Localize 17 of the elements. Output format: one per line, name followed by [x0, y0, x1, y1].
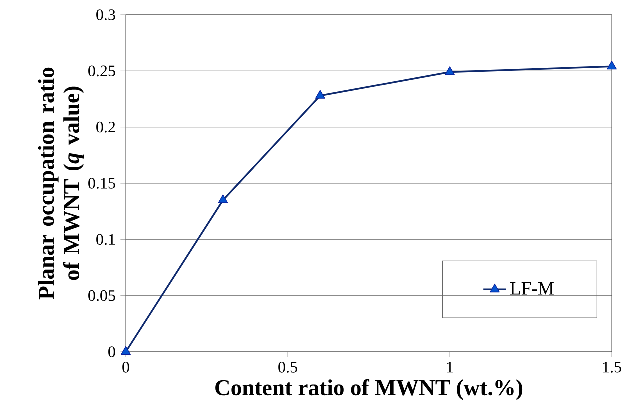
y-tick-label: 0.15 [88, 178, 116, 189]
y-tick-label: 0.1 [96, 234, 116, 246]
y-tick-label: 0.25 [88, 66, 116, 77]
x-tick-label: 0 [122, 362, 130, 373]
y-tick-label: 0.05 [88, 290, 116, 302]
x-axis-title: Content ratio of MWNT (wt.%) [216, 379, 523, 400]
y-tick-label: 0 [108, 346, 116, 358]
point [445, 66, 455, 76]
y-tick-label: 0.3 [96, 10, 116, 20]
x-tick-label: 0.5 [278, 362, 298, 373]
legend-label: LF-M [510, 282, 554, 295]
x-tick-label: 1 [447, 362, 454, 373]
point [607, 61, 617, 70]
point [315, 90, 326, 99]
y-tick-label: 0.2 [96, 122, 116, 133]
x-tick-label: 1.5 [603, 362, 622, 373]
point [218, 194, 228, 204]
